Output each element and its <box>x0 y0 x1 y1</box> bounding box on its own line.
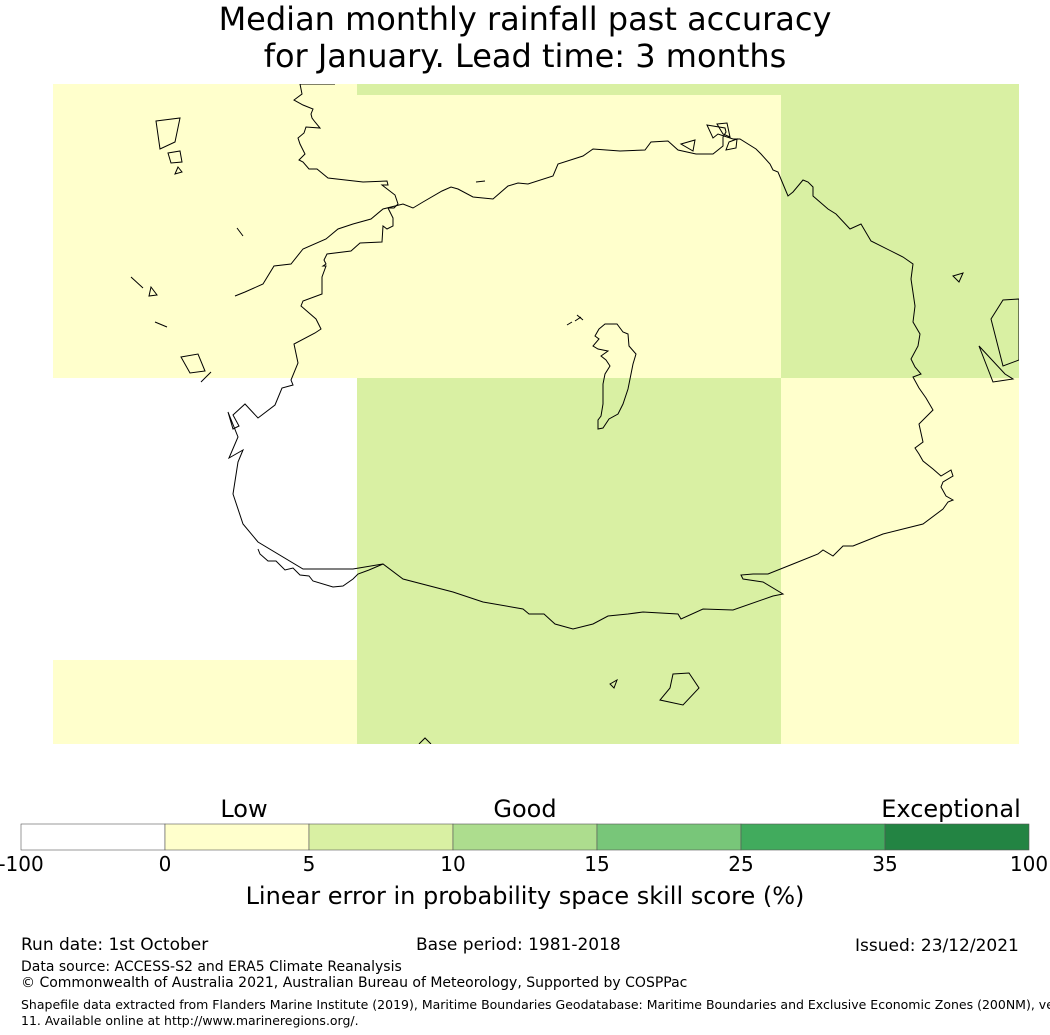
legend-label-exceptional: Exceptional <box>881 795 1021 823</box>
data-source: Data source: ACCESS-S2 and ERA5 Climate … <box>21 959 402 975</box>
grid-cell-low <box>781 378 1019 660</box>
colorbar-tick-label: -100 <box>0 852 44 876</box>
island-s-1 <box>659 672 700 706</box>
colorbar-swatch <box>596 823 742 851</box>
colorbar-axis-label: Linear error in probability space skill … <box>246 882 805 910</box>
reef-lines <box>130 180 584 383</box>
colorbar-swatches <box>20 823 1030 851</box>
colorbar-swatch <box>884 823 1030 851</box>
eez-boundary-outline <box>227 84 399 570</box>
island-w-1 <box>180 353 206 374</box>
grid-cell-low <box>357 84 781 378</box>
run-date: Run date: 1st October <box>21 935 209 955</box>
colorbar-tick-label: 5 <box>303 852 316 876</box>
island-e-3 <box>978 345 1015 383</box>
island-w-2 <box>148 285 158 297</box>
map-title-line-2: for January. Lead time: 3 months <box>263 37 787 75</box>
island-n-1 <box>716 122 731 138</box>
grid-cell-good <box>781 84 1019 378</box>
island-nw-3 <box>174 166 183 175</box>
island-e-1 <box>952 272 964 283</box>
grid-cell-good <box>357 660 781 744</box>
colorbar-tick-label: 0 <box>159 852 172 876</box>
colorbar-tick-label: 100 <box>1010 852 1048 876</box>
grid-cell-low <box>53 84 357 378</box>
issued-date: Issued: 23/12/2021 <box>855 936 1019 956</box>
colorbar-swatch <box>164 823 310 851</box>
island-e-2 <box>990 298 1019 367</box>
eez-boundary-main <box>234 124 955 630</box>
colorbar-ticks: -100 0 5 10 15 25 35 100 <box>0 852 1048 876</box>
grid-cell-none <box>53 378 357 660</box>
map-title-line-1: Median monthly rainfall past accuracy <box>218 0 832 38</box>
colorbar-tick-label: 10 <box>440 852 465 876</box>
island-central <box>592 323 637 430</box>
legend-label-good: Good <box>493 795 556 823</box>
grid-cell-low <box>53 660 357 744</box>
shapefile-credit-line-2: 11. Available online at http://www.marin… <box>21 1013 359 1028</box>
island-nw-2 <box>167 150 183 164</box>
grid-cell-good <box>357 84 781 95</box>
colorbar-swatch <box>452 823 598 851</box>
eez-boundary-south <box>257 548 370 588</box>
colorbar-tick-label: 25 <box>728 852 753 876</box>
shapefile-credit-line-1: Shapefile data extracted from Flanders M… <box>21 997 1050 1012</box>
skill-colorbar: -100 0 5 10 15 25 35 100 Low Good Exceptional L… <box>0 795 1048 910</box>
colorbar-tick-label: 15 <box>584 852 609 876</box>
island-s-3 <box>418 737 432 744</box>
island-n-2 <box>679 139 696 152</box>
colorbar-swatch <box>308 823 454 851</box>
colorbar-swatch <box>740 823 886 851</box>
grid-cell-low <box>781 660 1019 744</box>
base-period: Base period: 1981-2018 <box>416 935 621 955</box>
skill-grid <box>53 84 1019 744</box>
colorbar-swatch <box>20 823 166 851</box>
colorbar-tick-label: 35 <box>872 852 897 876</box>
skill-map <box>53 84 1019 744</box>
eez-boundary <box>130 84 1019 744</box>
legend-label-low: Low <box>220 795 267 823</box>
island-s-2 <box>609 678 618 689</box>
copyright: © Commonwealth of Australia 2021, Austra… <box>21 975 688 991</box>
island-n-3 <box>725 138 738 151</box>
grid-cell-good <box>357 378 781 660</box>
island-nw-1 <box>155 117 181 150</box>
